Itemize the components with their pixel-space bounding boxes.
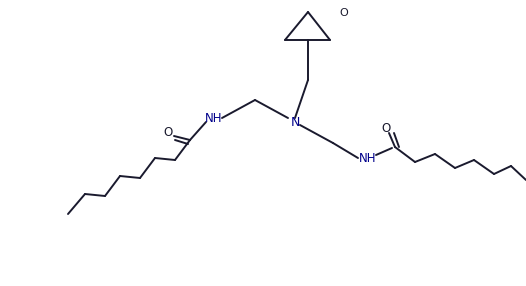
Text: NH: NH xyxy=(205,112,222,124)
Text: NH: NH xyxy=(359,152,377,164)
Text: O: O xyxy=(340,8,348,18)
Text: N: N xyxy=(290,116,300,128)
Text: O: O xyxy=(381,122,391,134)
Text: O: O xyxy=(164,126,173,138)
